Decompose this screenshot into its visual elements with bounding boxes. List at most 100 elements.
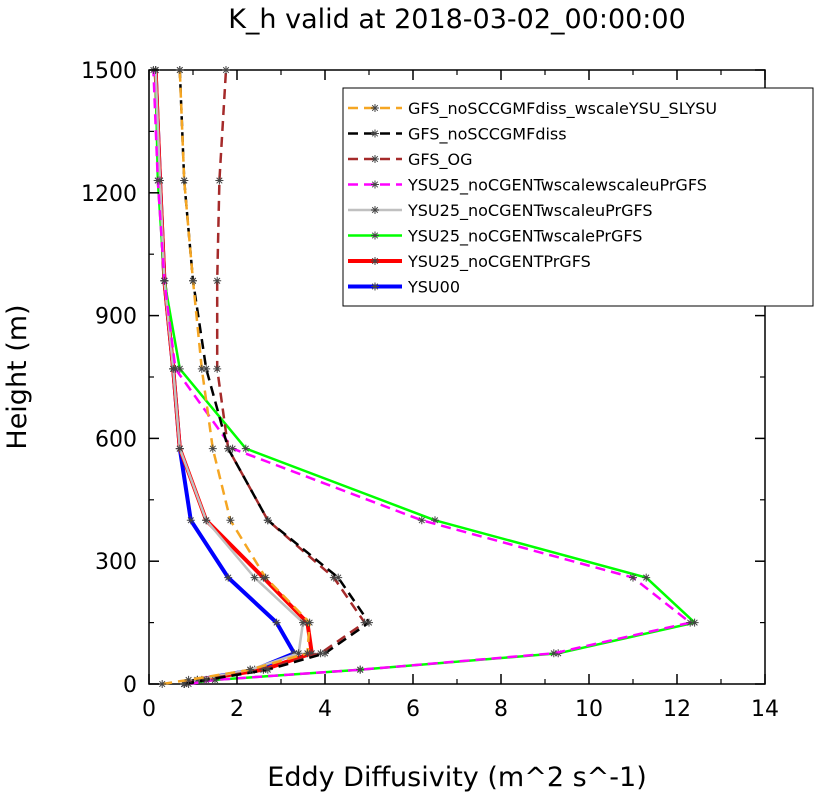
- x-tick-label: 2: [230, 697, 244, 722]
- legend-label: GFS_noSCCGMFdiss_wscaleYSU_SLYSU: [408, 99, 717, 119]
- legend-marker: [371, 231, 379, 240]
- legend-entry: YSU25_noCGENTwscalePrGFS: [348, 227, 642, 247]
- series-6: [151, 66, 316, 688]
- data-point: [272, 618, 281, 627]
- legend-label: YSU25_noCGENTwscalePrGFS: [407, 227, 642, 247]
- x-tick-label: 0: [142, 697, 156, 722]
- x-tick-label: 8: [494, 697, 508, 722]
- data-point: [202, 516, 211, 525]
- y-axis-title: Height (m): [2, 304, 33, 449]
- legend-label: YSU25_noCGENTwscaleuPrGFS: [407, 201, 653, 221]
- data-point: [208, 444, 217, 453]
- ticks-layer: 0 2 4 6 8 10 12 14 0 300 600 900 1200 1500: [81, 59, 779, 722]
- data-point: [224, 573, 233, 582]
- data-point: [175, 444, 184, 453]
- data-point: [261, 573, 270, 582]
- data-point: [431, 516, 439, 525]
- y-tick-label: 1500: [81, 59, 137, 84]
- legend-marker: [371, 206, 379, 214]
- data-point: [222, 66, 230, 74]
- legend-entry: GFS_noSCCGMFdiss_wscaleYSU_SLYSU: [348, 99, 717, 119]
- data-point: [417, 516, 426, 525]
- data-point: [307, 649, 316, 658]
- legend-box: [342, 87, 814, 307]
- y-tick-label: 900: [95, 305, 137, 330]
- series-line: [162, 69, 311, 686]
- data-point: [189, 276, 197, 285]
- x-tick-label: 12: [663, 697, 691, 722]
- series-0: [158, 66, 314, 688]
- legend-marker: [371, 104, 379, 112]
- data-point: [329, 573, 338, 582]
- legend-label: GFS_noSCCGMFdiss: [408, 125, 567, 145]
- data-point: [180, 680, 189, 688]
- y-tick-label: 0: [123, 673, 137, 698]
- data-point: [246, 665, 255, 674]
- data-point: [224, 444, 233, 453]
- legend-label: YSU00: [407, 278, 460, 297]
- data-point: [193, 675, 202, 684]
- data-point: [549, 649, 558, 658]
- legend-marker: [371, 180, 379, 189]
- data-point: [175, 364, 184, 373]
- data-point: [160, 276, 169, 285]
- legend: GFS_noSCCGMFdiss_wscaleYSU_SLYSU GFS_noSC…: [342, 87, 814, 307]
- data-point: [356, 665, 365, 674]
- data-point: [241, 444, 250, 453]
- data-point: [213, 276, 222, 285]
- x-tick-label: 10: [575, 697, 603, 722]
- data-point: [629, 573, 637, 582]
- legend-entry: YSU25_noCGENTwscaleuPrGFS: [348, 201, 653, 221]
- data-point: [294, 649, 303, 658]
- data-point: [303, 649, 312, 658]
- data-point: [360, 618, 369, 627]
- data-point: [211, 675, 219, 684]
- data-point: [228, 444, 237, 453]
- y-tick-label: 1200: [81, 182, 137, 207]
- legend-marker: [371, 257, 379, 265]
- data-point: [290, 649, 299, 658]
- legend-marker: [371, 282, 379, 291]
- series-line: [183, 69, 366, 686]
- legend-entry: YSU00: [348, 278, 460, 297]
- legend-marker: [371, 155, 379, 163]
- series-line: [152, 69, 692, 686]
- data-point: [158, 680, 167, 688]
- legend-entry: GFS_noSCCGMFdiss: [348, 125, 567, 145]
- data-point: [263, 665, 272, 674]
- x-tick-label: 6: [406, 697, 420, 722]
- data-point: [197, 364, 206, 373]
- data-point: [263, 516, 272, 525]
- legend-label: GFS_OG: [408, 150, 472, 170]
- data-point: [202, 364, 211, 373]
- data-point: [686, 618, 695, 627]
- data-point: [180, 176, 189, 185]
- data-point: [226, 516, 235, 525]
- series-3: [149, 66, 695, 688]
- legend-label: YSU25_noCGENTwscalewscaleuPrGFS: [407, 176, 707, 196]
- data-point: [213, 364, 222, 373]
- data-point: [321, 649, 329, 658]
- y-tick-label: 300: [95, 550, 137, 575]
- legend-label: YSU25_noCGENTPrGFS: [407, 252, 591, 272]
- data-point: [186, 516, 195, 525]
- series-line: [154, 69, 305, 686]
- data-point: [365, 618, 373, 627]
- data-point: [250, 573, 259, 582]
- y-tick-label: 600: [95, 427, 137, 452]
- x-tick-label: 14: [751, 697, 779, 722]
- data-point: [305, 618, 314, 627]
- x-axis-title: Eddy Diffusivity (m^2 s^-1): [267, 762, 646, 793]
- data-point: [153, 176, 162, 185]
- data-point: [171, 364, 180, 373]
- data-point: [175, 66, 184, 74]
- data-point: [215, 176, 224, 185]
- data-point: [642, 573, 651, 582]
- series-layer: [149, 66, 699, 688]
- data-point: [202, 675, 211, 684]
- data-point: [690, 618, 699, 627]
- series-line: [178, 69, 371, 686]
- legend-entry: YSU25_noCGENTwscalewscaleuPrGFS: [348, 176, 707, 196]
- x-tick-label: 4: [318, 697, 332, 722]
